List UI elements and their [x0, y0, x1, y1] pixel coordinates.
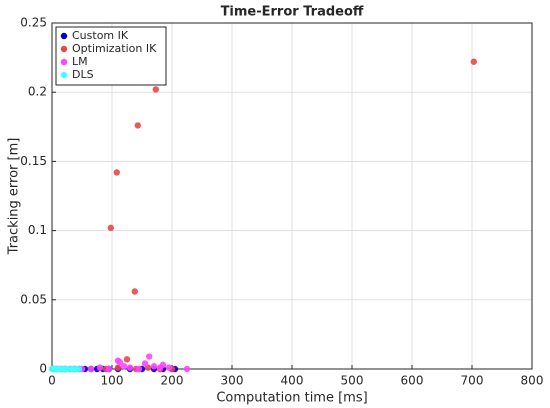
point: [126, 364, 134, 371]
x-tick-label: 300: [221, 374, 244, 388]
point: [114, 364, 122, 371]
point: [131, 288, 138, 295]
y-tick-label: 0: [39, 362, 47, 376]
legend-marker: [60, 32, 68, 40]
point: [183, 365, 191, 373]
legend-marker: [60, 71, 68, 79]
legend-label: Optimization IK: [72, 42, 157, 55]
legend-marker: [60, 58, 68, 66]
x-tick-label: 100: [101, 374, 124, 388]
x-tick-label: 600: [401, 374, 424, 388]
point: [134, 122, 141, 129]
plot-frame: [51, 22, 533, 370]
legend-marker: [60, 45, 68, 53]
y-axis-label: Tracking error [m]: [7, 138, 22, 256]
x-tick-label: 400: [281, 374, 304, 388]
y-tick-label: 0.2: [28, 85, 47, 99]
point: [159, 361, 167, 369]
point: [105, 365, 113, 373]
y-tick-label: 0.05: [20, 292, 47, 306]
point: [150, 363, 158, 370]
point: [107, 224, 115, 232]
x-tick-label: 200: [161, 374, 184, 388]
point: [96, 364, 104, 371]
x-tick-label: 700: [461, 374, 484, 388]
x-axis-label: Computation time [ms]: [216, 391, 367, 406]
point: [75, 365, 83, 373]
y-tick-label: 0.25: [20, 16, 47, 30]
point: [165, 364, 173, 371]
legend-label: Custom IK: [72, 29, 129, 42]
point: [141, 360, 149, 367]
point: [87, 365, 95, 373]
x-tick-label: 800: [521, 374, 544, 388]
chart-title: Time-Error Tradeoff: [221, 5, 364, 20]
legend-label: LM: [72, 55, 88, 68]
x-tick-label: 0: [48, 374, 56, 388]
point: [116, 358, 124, 366]
point: [120, 363, 128, 370]
point: [135, 365, 143, 373]
point: [152, 86, 159, 93]
point: [146, 353, 153, 360]
y-tick-label: 0.15: [20, 154, 47, 168]
legend-box: [55, 26, 167, 86]
x-tick-label: 500: [341, 374, 364, 388]
legend-label: DLS: [72, 68, 94, 81]
point: [470, 58, 477, 65]
point: [113, 169, 121, 176]
point: [123, 356, 131, 363]
y-tick-label: 0.1: [28, 223, 47, 237]
